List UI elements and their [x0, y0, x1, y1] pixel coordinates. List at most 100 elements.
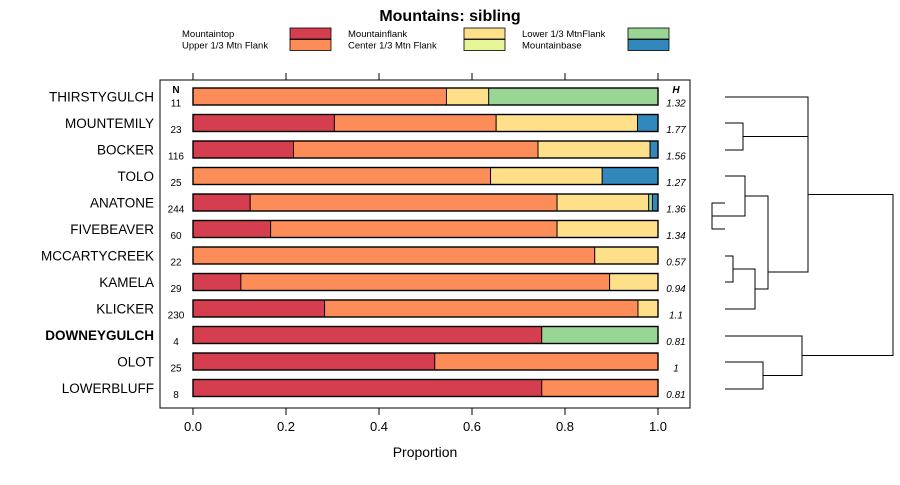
- row-label: DOWNEYGULCH: [45, 328, 154, 343]
- row-label: BOCKER: [97, 143, 154, 158]
- n-value: 23: [170, 125, 182, 136]
- h-value: 1.32: [666, 99, 686, 110]
- dendrogram-branch: [725, 268, 756, 310]
- n-value: 8: [173, 390, 179, 401]
- bar-segment: [192, 246, 596, 265]
- bar-segment: [537, 140, 651, 159]
- legend-swatch: [289, 27, 332, 40]
- bar-segment: [192, 379, 543, 397]
- h-value: 1.34: [666, 231, 686, 242]
- x-tick-label: 0.4: [370, 419, 388, 434]
- n-value: 25: [170, 364, 182, 375]
- h-value: 1: [673, 364, 679, 375]
- bar-outline: [192, 299, 659, 318]
- n-value: 22: [170, 258, 182, 269]
- legend-label: Mountaintop: [182, 29, 234, 40]
- dendrogram-branch: [725, 255, 734, 283]
- bar-segment: [541, 379, 659, 397]
- bar-outline: [192, 140, 659, 159]
- bar-segment: [609, 273, 659, 291]
- bar-segment: [556, 193, 650, 212]
- bar-outline: [192, 325, 659, 345]
- bar-segment: [651, 193, 659, 212]
- bar-segment: [192, 352, 436, 371]
- chart-title: Mountains: sibling: [379, 8, 520, 25]
- legend-swatch: [463, 39, 506, 51]
- bar-segment: [541, 326, 659, 344]
- dendrogram-branch: [725, 361, 764, 390]
- row-label: ANATONE: [90, 196, 154, 211]
- n-value: 244: [168, 205, 185, 216]
- bar-segment: [249, 193, 558, 212]
- bar-segment: [192, 87, 447, 106]
- dendrogram-branch: [768, 117, 809, 273]
- bar-segment: [270, 220, 558, 238]
- x-axis: 0.0 0.2 0.4 0.6 0.8 1.0: [184, 73, 667, 434]
- bar-segment: [434, 352, 659, 371]
- h-value: 1.1: [669, 311, 683, 322]
- x-axis-label: Proportion: [393, 444, 458, 460]
- h-value: 0.94: [666, 284, 686, 295]
- bar-segment: [649, 140, 659, 159]
- legend-label: Mountainbase: [522, 41, 582, 52]
- bar-segment: [495, 114, 638, 132]
- bar-outline: [192, 352, 659, 371]
- x-tick-label: 1.0: [649, 419, 667, 434]
- bar-segment: [192, 193, 251, 212]
- bar-segment: [292, 140, 539, 159]
- n-value: 116: [168, 152, 184, 163]
- bar-outline: [192, 378, 659, 398]
- bar-segment: [192, 273, 242, 291]
- bar-segment: [192, 220, 272, 238]
- bar-segment: [556, 220, 659, 238]
- dendrogram-branch: [725, 96, 809, 137]
- bar-segment: [648, 193, 653, 212]
- bar-outline: [192, 87, 659, 106]
- bar-segment: [324, 299, 639, 318]
- legend-swatch: [627, 39, 670, 51]
- row-label: KLICKER: [96, 302, 154, 317]
- dendrogram-branch: [802, 194, 894, 356]
- legend-label: Center 1/3 Mtn Flank: [348, 41, 437, 52]
- h-value: 1.27: [666, 178, 686, 189]
- row-label: LOWERBLUFF: [62, 381, 154, 396]
- n-column-header: N: [172, 85, 179, 96]
- legend-swatch: [289, 39, 332, 51]
- bar-segment: [490, 167, 603, 185]
- h-value: 0.81: [666, 390, 685, 401]
- bar-outline: [192, 193, 659, 212]
- h-column-header: H: [672, 85, 680, 96]
- bar-segment: [192, 299, 326, 318]
- dendrogram: [711, 96, 894, 390]
- row-label: TOLO: [117, 169, 154, 184]
- x-tick-label: 0.8: [556, 419, 574, 434]
- h-value: 1.56: [666, 152, 686, 163]
- row-labels: THIRSTYGULCH 11 1.32 MOUNTEMILY 23 1.77 BOCKER…: [41, 90, 686, 402]
- bar-segment: [192, 167, 492, 185]
- row-label: MCCARTYCREEK: [41, 249, 154, 264]
- n-value: 25: [170, 178, 182, 189]
- x-tick-label: 0.2: [277, 419, 295, 434]
- n-value: 4: [173, 337, 179, 348]
- bar-segment: [637, 114, 659, 132]
- row-label: THIRSTYGULCH: [49, 90, 154, 105]
- bar-outline: [192, 246, 659, 265]
- legend-label: Mountainflank: [348, 29, 407, 40]
- plot-frame: [159, 79, 691, 409]
- bar-segment: [601, 167, 659, 185]
- bar-outline: [192, 166, 659, 186]
- bar-outline: [192, 219, 659, 239]
- h-value: 0.81: [666, 337, 685, 348]
- bar-segment: [240, 273, 611, 291]
- bar-segment: [192, 114, 335, 132]
- h-value: 1.36: [666, 205, 686, 216]
- bar-outline: [192, 113, 659, 133]
- x-tick-label: 0.6: [463, 419, 481, 434]
- legend-label: Lower 1/3 MtnFlank: [522, 29, 606, 40]
- bar-segment: [333, 114, 497, 132]
- row-label: OLOT: [117, 355, 154, 370]
- h-value: 0.57: [666, 258, 686, 269]
- dendrogram-branch: [712, 175, 746, 217]
- bar-segment: [594, 246, 659, 265]
